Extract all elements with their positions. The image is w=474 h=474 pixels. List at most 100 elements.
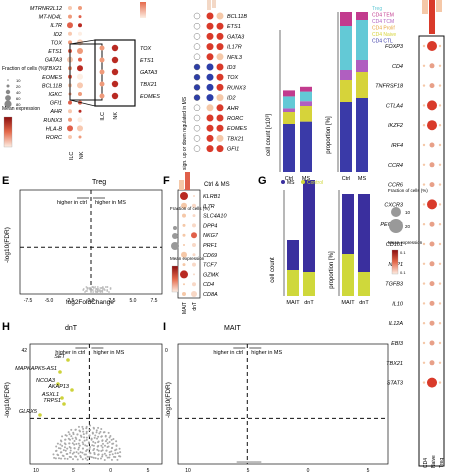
dot-nk [77, 65, 83, 72]
bar-seg-cc [283, 96, 295, 109]
inset-gene-label: EOMES [140, 94, 160, 100]
panel-e-title: Treg [92, 179, 106, 186]
volcano-point [101, 446, 104, 449]
volcano-point [81, 451, 84, 454]
gene-label-a: AHR [49, 109, 62, 115]
col-label-right: Treg [439, 458, 445, 468]
volcano-point [78, 429, 81, 432]
cell-count-label-top: cell count [x10³] [266, 114, 272, 156]
gene-label-b: TOX [227, 75, 239, 81]
volcano-point [73, 447, 76, 450]
volcano-point [78, 444, 81, 447]
dot-f-dnt [192, 253, 196, 257]
volcano-point [92, 456, 95, 459]
legend-celltype-label: CD4 CTL [372, 39, 393, 45]
volcano-point [53, 456, 56, 459]
volcano-point [75, 442, 78, 445]
volcano-point [92, 440, 95, 443]
dot-right-2 [427, 41, 437, 51]
volcano-point [108, 451, 111, 454]
volcano-point [103, 288, 106, 290]
dot-f-dnt [192, 203, 196, 208]
inset-gene-label: TOX [140, 46, 152, 52]
volcano-point [54, 450, 57, 453]
panel-f-title: Ctrl & MS [204, 182, 230, 188]
volcano-point [84, 457, 87, 460]
panel-i-ylabel: -log10(FDR) [165, 382, 172, 418]
volcano-point [89, 428, 92, 431]
sig-marker [193, 33, 201, 40]
dot-nk [78, 23, 82, 28]
bar-seg-cc [300, 101, 312, 106]
volcano-point [95, 288, 98, 290]
dot-inset-nk [111, 56, 119, 64]
dot-right-3 [438, 124, 442, 127]
dot-right-2 [429, 360, 435, 366]
bar-g-ms [287, 240, 299, 270]
gene-label-right: TBX21 [386, 361, 403, 367]
dot-sig-1 [206, 43, 214, 51]
legend-celltype-label: CD4 Prolif [372, 26, 395, 32]
dot-right-2 [429, 281, 435, 287]
volcano-point [77, 425, 80, 428]
dot-right-3 [438, 44, 442, 48]
bar-g-prop-ctrl [358, 272, 370, 296]
volcano-point [93, 447, 96, 450]
bar-seg-cc [300, 121, 312, 172]
volcano-point [97, 426, 100, 429]
xtick-h: 10 [33, 468, 39, 474]
inset-col-nk: NK [113, 112, 119, 120]
dot-right-2 [429, 162, 435, 168]
dot-f-dnt [193, 273, 195, 276]
volcano-point [67, 437, 70, 440]
bar-g-prop-col-label: MAIT [341, 300, 355, 306]
volcano-point [56, 453, 59, 456]
gene-label-f: IL7R [203, 204, 215, 210]
gene-label-b: EOMES [227, 126, 247, 132]
dot-sig-2 [216, 32, 224, 40]
volcano-dnt: higher in ctrl higher in MS 42 0 SET MAPKAPK5… [15, 343, 168, 474]
dot-sig-1 [206, 83, 214, 91]
volcano-point [68, 442, 71, 445]
dot-right-3 [438, 143, 442, 147]
volcano-point [86, 444, 89, 447]
arrow-right-label: higher in MS [251, 350, 282, 356]
volcano-point [115, 440, 118, 443]
highlight-gene-label: ASXL1 [41, 392, 59, 398]
col-label-f: dnT [192, 302, 198, 311]
dot-sig-2 [216, 145, 224, 153]
gene-label-f: GZMK [203, 272, 219, 278]
dot-inset-ilc [99, 81, 105, 87]
legend-dot-a [7, 79, 9, 81]
volcano-point [100, 435, 103, 438]
gene-label-a: TBX21 [45, 66, 62, 72]
volcano-point [98, 432, 101, 435]
legend-dot-a-label: 60 [16, 96, 21, 101]
panel-letter-h: H [2, 321, 10, 333]
volcano-point [69, 451, 72, 454]
gene-label-right: IL10 [392, 301, 404, 307]
col-label-nk: NK [79, 151, 85, 159]
dot-ilc [68, 14, 72, 19]
volcano-point [52, 453, 55, 456]
legend-celltype-label: CD4 TEM [372, 13, 394, 19]
gene-label-right: STAT3 [387, 381, 404, 387]
panel-g-legend-ms: MS [287, 180, 295, 186]
dot-right-3 [438, 84, 442, 87]
volcano-point [99, 430, 102, 433]
gene-label-right: CD101 [386, 242, 403, 248]
gene-label-right: IKZF2 [388, 123, 403, 129]
volcano-point [65, 452, 68, 455]
volcano-point [74, 428, 77, 431]
sig-marker [193, 12, 201, 20]
dot-nk [78, 15, 82, 19]
colorbar-small-a [140, 2, 146, 18]
volcano-frame [177, 343, 389, 465]
volcano-point [99, 457, 102, 460]
dot-right-3 [438, 302, 442, 305]
col-label-right: Naive [431, 455, 437, 468]
sig-marker [193, 124, 201, 132]
volcano-point [61, 444, 64, 447]
volcano-point [86, 290, 88, 292]
gene-label-f: SLC4A10 [203, 214, 227, 220]
